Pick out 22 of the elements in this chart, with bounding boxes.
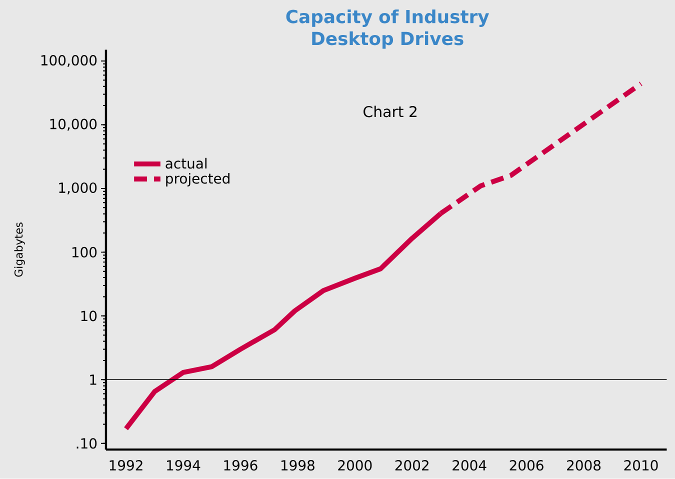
y-tick-label: 1,000	[59, 182, 97, 195]
y-tick-label: 10,000	[50, 118, 97, 131]
x-tick-label: 2006	[510, 460, 544, 471]
y-tick-label: 100,000	[41, 55, 97, 68]
x-tick-label: 2000	[338, 460, 372, 471]
x-tick-label: 1992	[110, 460, 142, 471]
x-tick-label: 2010	[624, 460, 658, 471]
x-tick-label: 2002	[395, 460, 428, 471]
y-tick-label: 10	[81, 310, 97, 322]
y-tick-label: .10	[76, 438, 97, 449]
chart-title: Capacity of Industry Desktop Drives	[286, 10, 490, 49]
y-tick-label: 100	[72, 247, 97, 258]
x-tick-label: 1996	[224, 460, 258, 471]
legend-label: projected	[166, 173, 230, 187]
text: Chart 2	[364, 106, 416, 118]
x-tick-label: 1998	[281, 460, 314, 471]
x-tick-label: 2004	[452, 460, 486, 471]
y-axis-title: Gigabytes	[14, 222, 25, 277]
legend-label: actual	[166, 158, 206, 169]
x-tick-label: 1994	[167, 460, 200, 471]
x-tick-label: 2008	[567, 460, 601, 471]
y-tick-label: 1	[90, 374, 96, 385]
